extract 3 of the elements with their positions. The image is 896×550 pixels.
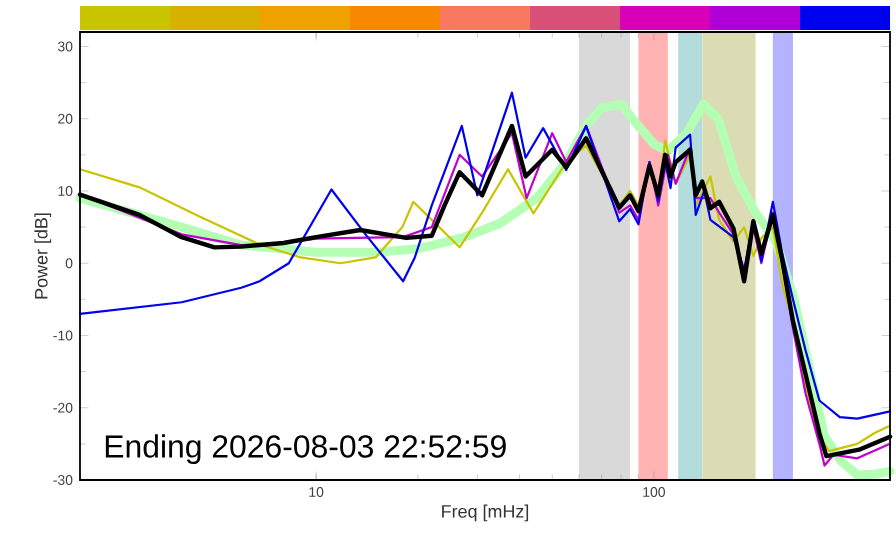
x-axis-title: Freq [mHz] [442,504,529,522]
annotation: Ending 2026-08-03 22:52:59 [105,434,506,465]
y-axis-title: Power [dB] [34,213,52,299]
